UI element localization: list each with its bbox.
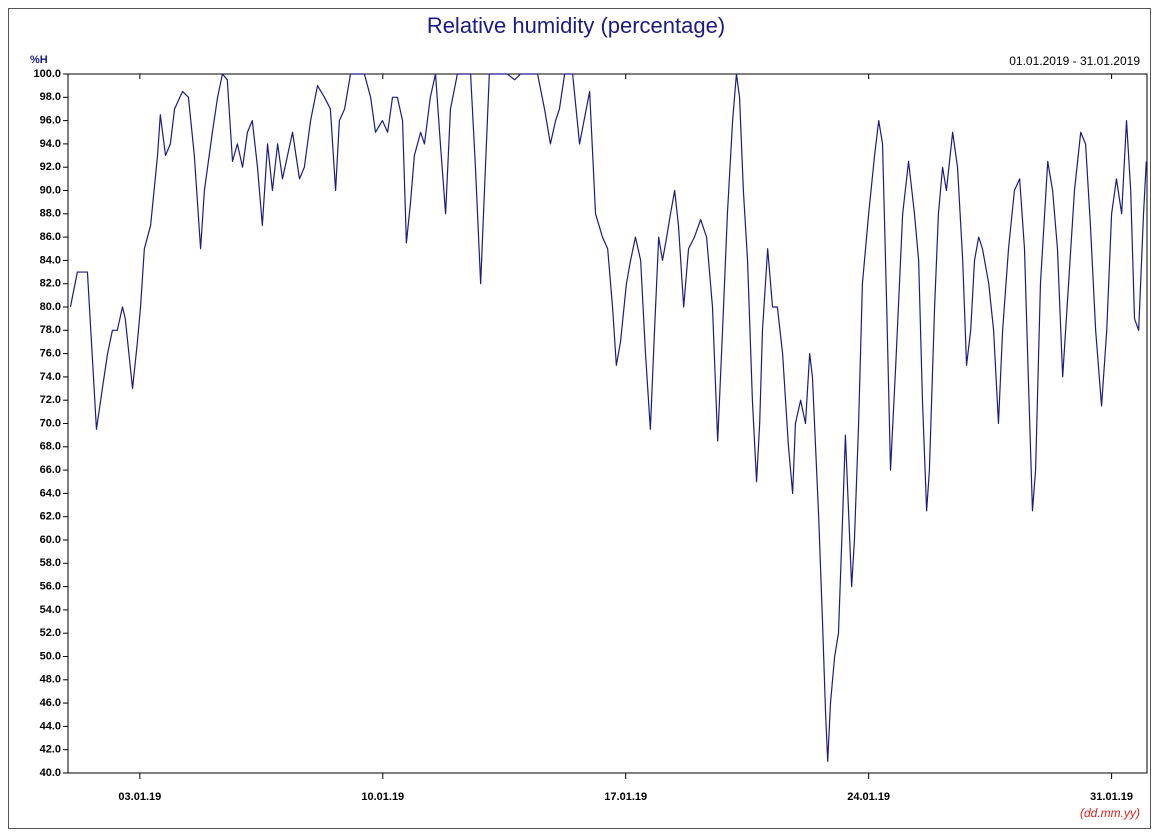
x-tick-label: 03.01.19 [118,791,161,803]
y-tick-label: 46.0 [40,697,61,709]
y-tick-label: 78.0 [40,324,61,336]
y-tick-label: 64.0 [40,487,61,499]
y-tick-label: 90.0 [40,184,61,196]
y-tick-label: 72.0 [40,394,61,406]
y-axis-label: %H [30,54,48,66]
y-tick-label: 42.0 [40,744,61,756]
y-tick-label: 54.0 [40,604,61,616]
chart-title: Relative humidity (percentage) [427,13,725,38]
y-tick-label: 74.0 [40,371,61,383]
y-tick-label: 56.0 [40,581,61,593]
x-tick-label: 17.01.19 [604,791,647,803]
humidity-line [69,73,1147,762]
y-tick-label: 84.0 [40,254,61,266]
y-tick-label: 68.0 [40,441,61,453]
y-tick-label: 52.0 [40,627,61,639]
y-tick-label: 70.0 [40,417,61,429]
y-tick-label: 98.0 [40,91,61,103]
date-range: 01.01.2019 - 31.01.2019 [1009,54,1140,68]
x-tick-label: 31.01.19 [1090,791,1133,803]
y-tick-label: 60.0 [40,534,61,546]
x-axis-label: (dd.mm.yy) [1080,806,1140,820]
y-tick-label: 50.0 [40,650,61,662]
y-tick-label: 62.0 [40,511,61,523]
x-tick-label: 24.01.19 [847,791,890,803]
y-tick-label: 48.0 [40,674,61,686]
y-tick-label: 88.0 [40,208,61,220]
y-tick-label: 66.0 [40,464,61,476]
y-tick-label: 92.0 [40,161,61,173]
y-tick-label: 40.0 [40,767,61,779]
y-tick-label: 96.0 [40,115,61,127]
y-tick-label: 94.0 [40,138,61,150]
frame [8,8,1151,829]
y-tick-label: 86.0 [40,231,61,243]
y-tick-label: 76.0 [40,348,61,360]
y-tick-label: 100.0 [33,68,61,80]
y-tick-label: 58.0 [40,557,61,569]
y-tick-label: 44.0 [40,720,61,732]
x-tick-label: 10.01.19 [361,791,404,803]
y-tick-label: 82.0 [40,278,61,290]
y-tick-label: 80.0 [40,301,61,313]
